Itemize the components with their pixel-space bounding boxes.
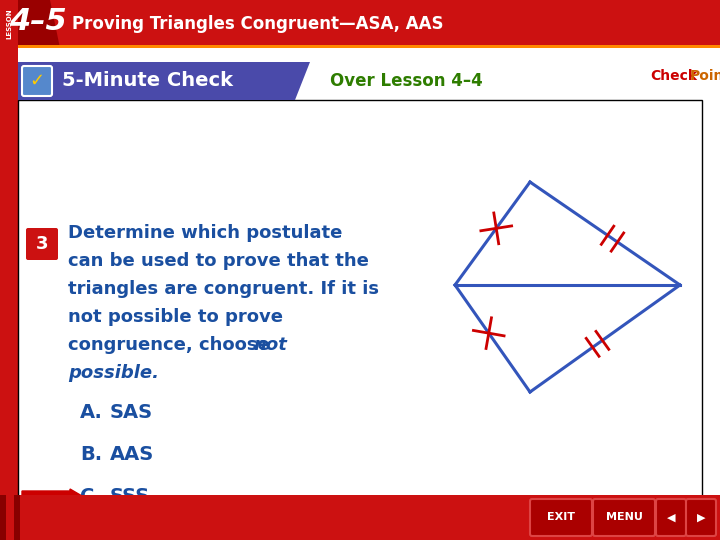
FancyBboxPatch shape [22, 66, 52, 96]
Text: SAS: SAS [110, 402, 153, 422]
FancyBboxPatch shape [26, 228, 58, 260]
Text: MENU: MENU [606, 512, 642, 523]
Polygon shape [18, 45, 720, 48]
Polygon shape [0, 495, 6, 540]
Text: possible.: possible. [68, 364, 159, 382]
Text: congruence, choose: congruence, choose [68, 336, 276, 354]
Text: Determine which postulate: Determine which postulate [68, 224, 343, 242]
Text: SSS: SSS [110, 487, 150, 505]
Text: Proving Triangles Congruent—ASA, AAS: Proving Triangles Congruent—ASA, AAS [72, 15, 444, 33]
FancyBboxPatch shape [593, 499, 655, 536]
Text: 4–5: 4–5 [9, 8, 67, 37]
Text: not possible: not possible [110, 529, 244, 540]
Polygon shape [0, 0, 720, 48]
Text: Over Lesson 4–4: Over Lesson 4–4 [330, 72, 482, 90]
Text: not possible to prove: not possible to prove [68, 308, 283, 326]
FancyBboxPatch shape [530, 499, 592, 536]
Text: A.: A. [80, 402, 103, 422]
Polygon shape [7, 495, 13, 540]
FancyArrow shape [22, 489, 82, 503]
Polygon shape [0, 0, 18, 540]
Text: Check: Check [650, 69, 697, 83]
Text: AAS: AAS [110, 444, 154, 463]
FancyBboxPatch shape [18, 100, 702, 510]
Text: D.: D. [80, 529, 104, 540]
Polygon shape [0, 495, 720, 540]
Text: ▶: ▶ [697, 512, 706, 523]
Text: not: not [253, 336, 287, 354]
Text: LESSON: LESSON [6, 9, 12, 39]
FancyBboxPatch shape [686, 499, 716, 536]
Text: can be used to prove that the: can be used to prove that the [68, 252, 369, 270]
Text: ◀: ◀ [667, 512, 675, 523]
Text: triangles are congruent. If it is: triangles are congruent. If it is [68, 280, 379, 298]
Polygon shape [14, 495, 20, 540]
Text: Point: Point [690, 69, 720, 83]
FancyBboxPatch shape [656, 499, 686, 536]
Text: ✓: ✓ [30, 72, 45, 90]
Text: EXIT: EXIT [547, 512, 575, 523]
Text: C.: C. [80, 487, 102, 505]
Polygon shape [18, 62, 310, 100]
Text: 3: 3 [36, 235, 48, 253]
Text: 5-Minute Check: 5-Minute Check [62, 71, 233, 91]
Polygon shape [18, 0, 60, 48]
Text: B.: B. [80, 444, 102, 463]
